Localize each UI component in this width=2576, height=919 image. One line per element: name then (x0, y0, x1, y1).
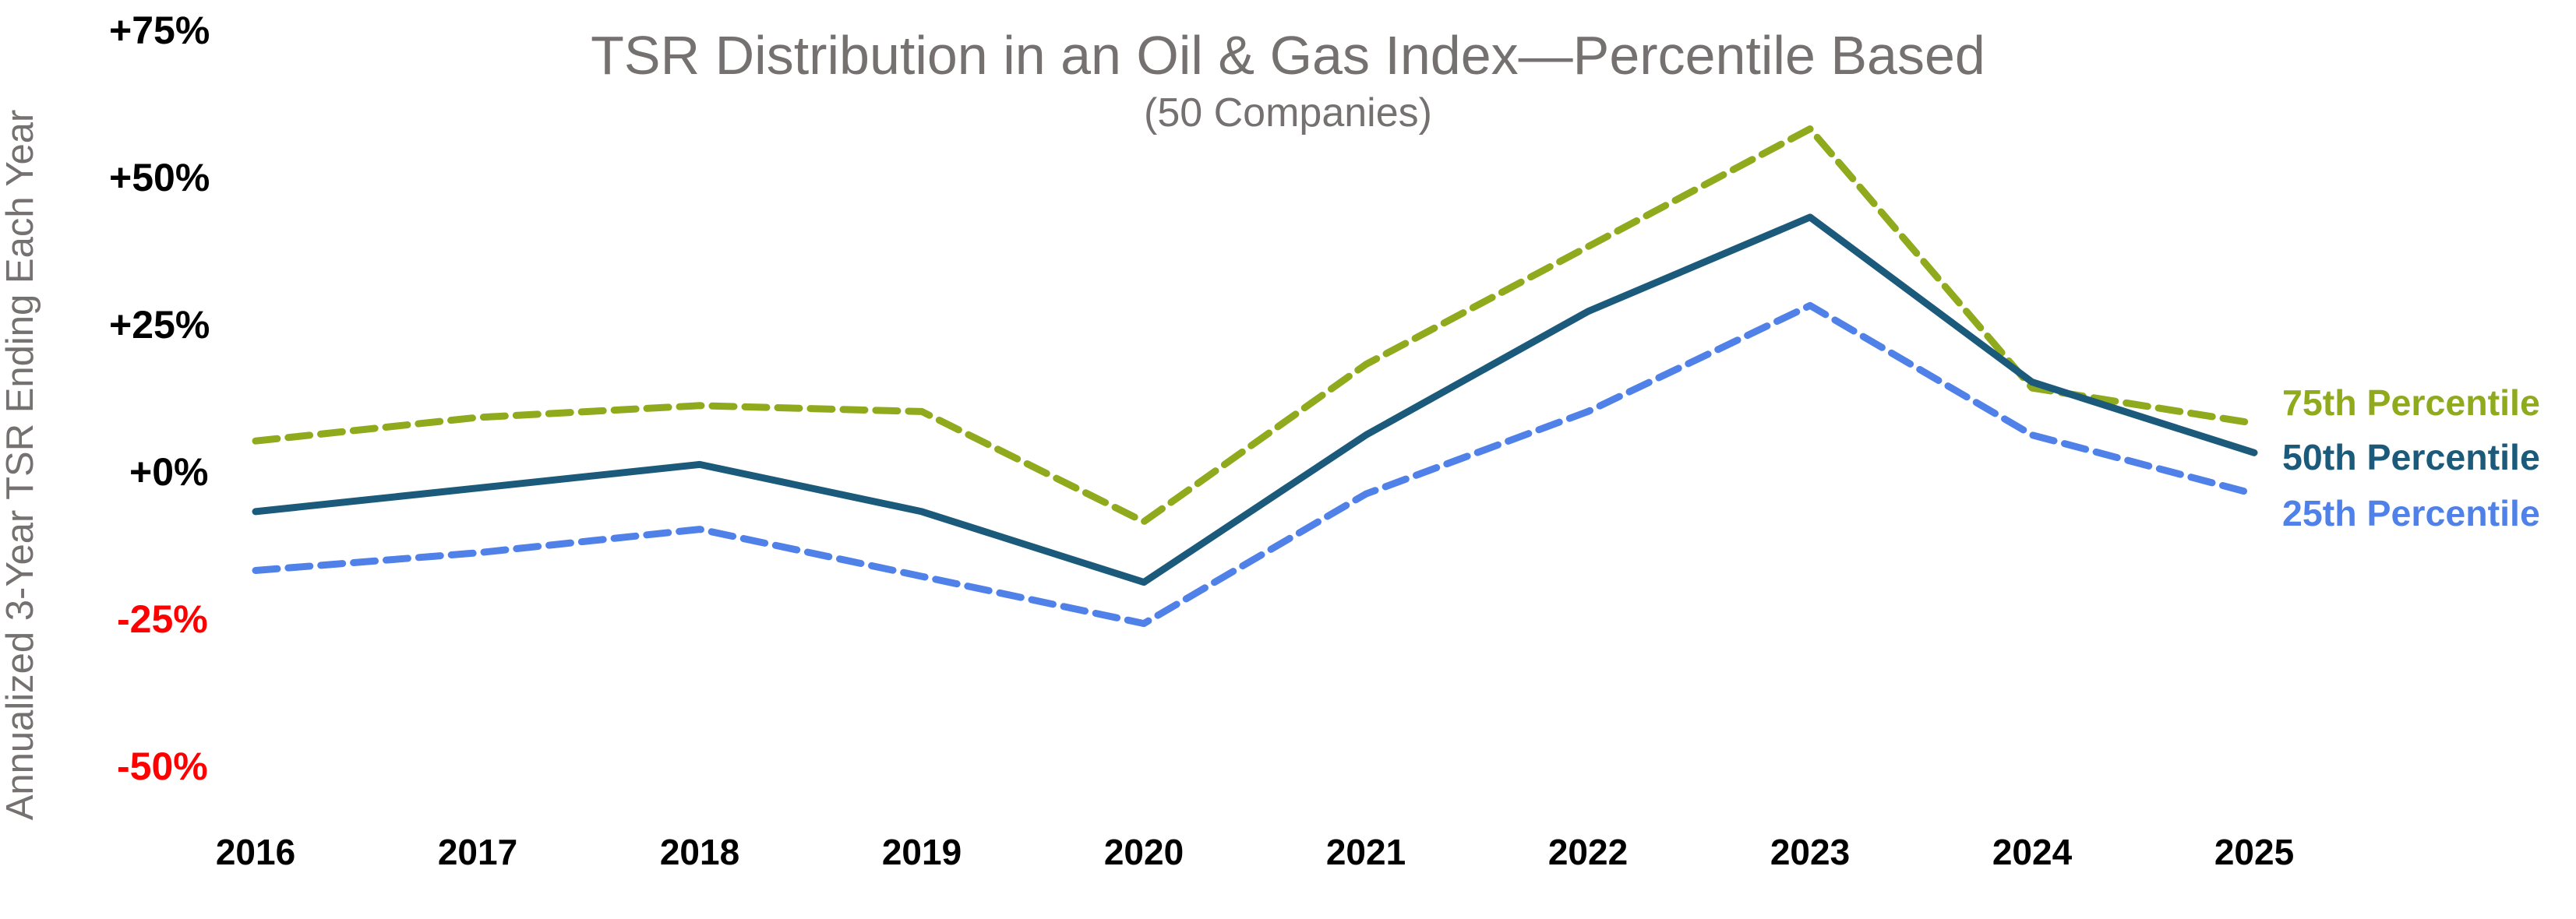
svg-text:TSR Distribution in an Oil & G: TSR Distribution in an Oil & Gas Index—P… (591, 25, 1985, 86)
svg-text:2020: 2020 (1104, 832, 1184, 872)
svg-text:2016: 2016 (216, 832, 295, 872)
svg-text:2025: 2025 (2214, 832, 2294, 872)
svg-text:+25%: +25% (109, 303, 210, 347)
svg-text:+50%: +50% (109, 156, 210, 199)
svg-text:(50 Companies): (50 Companies) (1144, 90, 1432, 136)
svg-text:+0%: +0% (129, 450, 208, 494)
svg-text:50th Percentile: 50th Percentile (2282, 437, 2540, 477)
svg-text:2018: 2018 (660, 832, 739, 872)
svg-text:2023: 2023 (1770, 832, 1850, 872)
svg-text:75th Percentile: 75th Percentile (2282, 382, 2540, 423)
svg-text:2022: 2022 (1548, 832, 1628, 872)
svg-text:2017: 2017 (438, 832, 517, 872)
svg-text:-25%: -25% (117, 597, 208, 641)
svg-text:+75%: +75% (109, 9, 210, 52)
svg-text:2021: 2021 (1326, 832, 1406, 872)
svg-text:Annualized 3-Year TSR Ending E: Annualized 3-Year TSR Ending Each Year (0, 110, 41, 821)
svg-text:2024: 2024 (1992, 832, 2073, 872)
svg-text:2019: 2019 (882, 832, 962, 872)
svg-text:25th Percentile: 25th Percentile (2282, 493, 2540, 533)
svg-text:-50%: -50% (117, 745, 208, 788)
